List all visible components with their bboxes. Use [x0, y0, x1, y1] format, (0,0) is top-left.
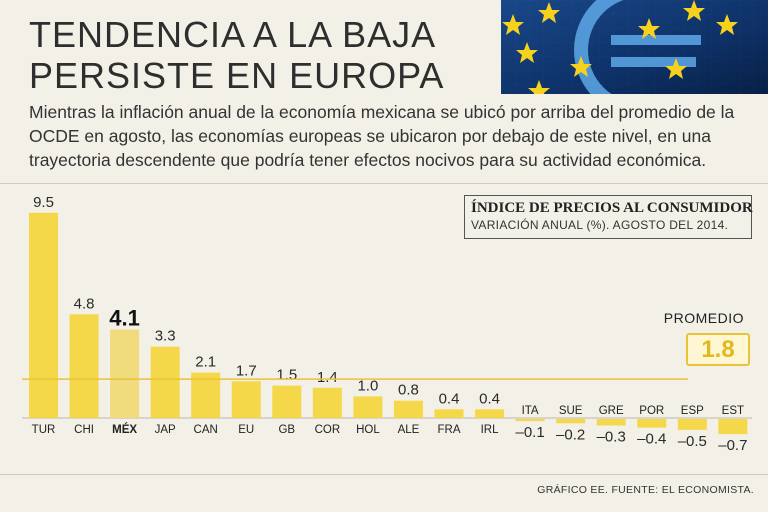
title-line-2: PERSISTE EN EUROPA — [29, 55, 445, 96]
average-label: PROMEDIO — [663, 310, 744, 326]
value-label: –0.5 — [678, 433, 707, 450]
value-label: 0.8 — [398, 382, 419, 399]
value-label: 0.4 — [439, 390, 460, 407]
value-label: 0.4 — [479, 390, 500, 407]
category-label: CHI — [74, 424, 94, 436]
value-label: 2.1 — [195, 354, 216, 371]
bar-est — [718, 419, 748, 435]
bar-chi — [69, 314, 99, 418]
star-icon — [516, 42, 538, 63]
star-icon — [716, 14, 738, 35]
star-icon — [502, 14, 524, 35]
bar-jap — [150, 346, 180, 418]
star-icons — [502, 0, 738, 94]
bar-gb — [272, 385, 302, 418]
star-icon — [538, 2, 560, 23]
divider — [0, 474, 768, 475]
value-label: 4.8 — [74, 295, 95, 312]
value-label: 1.7 — [236, 362, 257, 379]
value-label: –0.2 — [556, 426, 585, 443]
bar-irl — [475, 409, 505, 418]
star-icon — [638, 18, 660, 39]
bar-esp — [677, 419, 707, 430]
category-label: SUE — [559, 405, 583, 417]
category-label: TUR — [32, 424, 56, 436]
title-line-1: TENDENCIA A LA BAJA — [29, 14, 437, 55]
value-label: 1.5 — [276, 367, 297, 384]
legend-box: ÍNDICE DE PRECIOS AL CONSUMIDOR VARIACIÓ… — [464, 195, 753, 239]
value-label: 3.3 — [155, 328, 176, 345]
category-label: FRA — [438, 424, 461, 436]
bar-cor — [312, 387, 342, 418]
bar-ita — [515, 419, 545, 422]
star-icon — [570, 56, 592, 77]
value-label: –0.7 — [718, 437, 747, 454]
bar-sue — [556, 419, 586, 424]
star-icon — [665, 58, 687, 79]
average-value-badge: 1.8 — [686, 333, 750, 366]
category-label: CAN — [194, 424, 218, 436]
category-label: EST — [722, 405, 744, 417]
category-label: POR — [639, 405, 664, 417]
source-note: GRÁFICO EE. FUENTE: EL ECONOMISTA. — [537, 484, 754, 496]
bar-méx — [110, 329, 140, 418]
category-label: COR — [315, 424, 341, 436]
category-label: HOL — [356, 424, 380, 436]
category-label: GB — [278, 424, 295, 436]
bar-por — [637, 419, 667, 428]
bar-gre — [596, 419, 626, 426]
bar-ale — [393, 400, 423, 418]
category-label: ESP — [681, 405, 704, 417]
value-label: 4.1 — [109, 305, 140, 330]
star-icon — [683, 0, 705, 21]
bar-can — [191, 372, 221, 418]
chart-subtitle: Mientras la inflación anual de la econom… — [29, 102, 735, 170]
chart-title: TENDENCIA A LA BAJA PERSISTE EN EUROPA — [29, 14, 489, 96]
value-label: 9.5 — [33, 194, 54, 211]
bar-tur — [29, 212, 58, 418]
category-label: ALE — [398, 424, 420, 436]
legend-subtitle: VARIACIÓN ANUAL (%). AGOSTO DEL 2014. — [471, 218, 729, 232]
category-label: IRL — [481, 424, 500, 436]
value-label: 1.0 — [357, 377, 378, 394]
divider — [0, 183, 768, 184]
value-label: –0.1 — [515, 424, 544, 441]
euro-sign-photo — [501, 0, 768, 94]
category-label: MÉX — [112, 423, 137, 436]
bar-eu — [231, 381, 261, 418]
value-label: –0.4 — [637, 431, 666, 448]
category-label: GRE — [599, 405, 624, 417]
value-label: –0.3 — [597, 428, 626, 445]
bar-fra — [434, 409, 464, 418]
value-label: 1.4 — [317, 369, 338, 386]
star-icon — [528, 80, 550, 94]
bar-hol — [353, 396, 383, 418]
category-label: EU — [238, 424, 254, 436]
category-label: ITA — [522, 405, 539, 417]
category-label: JAP — [155, 424, 176, 436]
legend-title: ÍNDICE DE PRECIOS AL CONSUMIDOR — [471, 200, 753, 216]
